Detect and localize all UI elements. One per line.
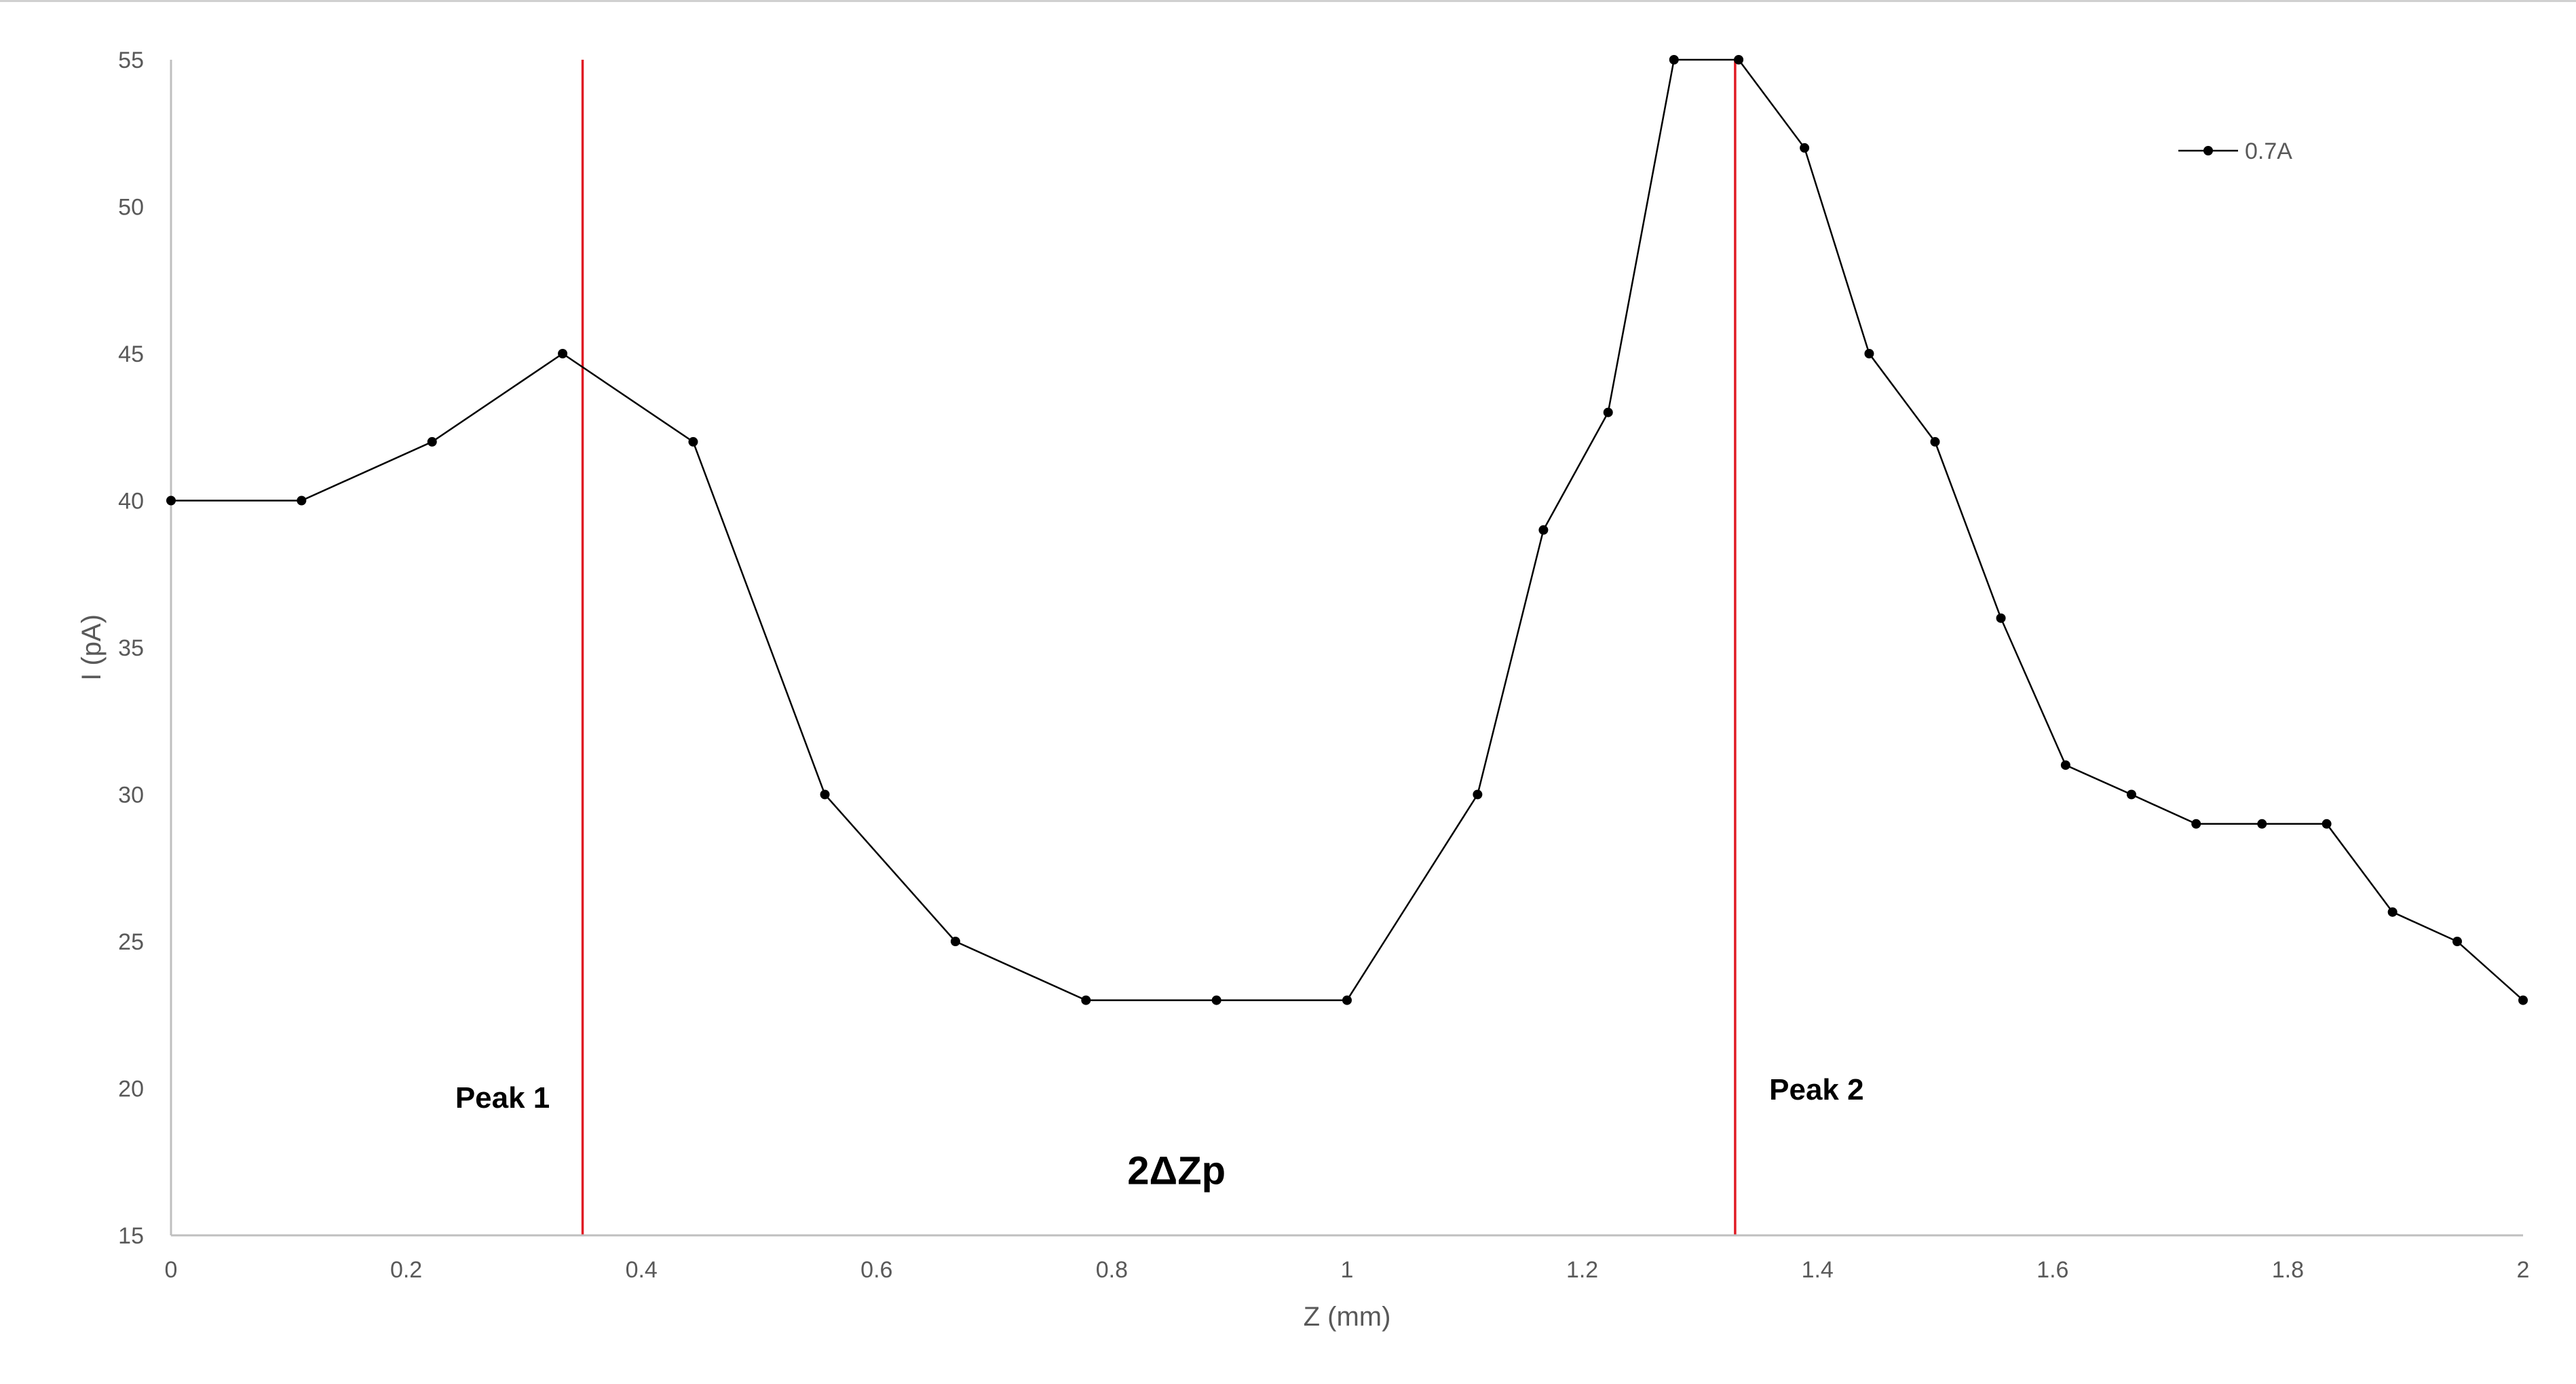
data-point: [1603, 407, 1613, 417]
y-tick-label: 20: [118, 1077, 144, 1102]
data-point: [1734, 55, 1744, 64]
x-tick-label: 2: [2517, 1257, 2530, 1283]
data-point: [2191, 819, 2201, 829]
annotation-label: 2ΔZp: [1127, 1149, 1226, 1193]
data-point: [1473, 789, 1483, 800]
data-point: [1996, 613, 2006, 623]
x-tick-label: 0.8: [1096, 1257, 1128, 1283]
reference-lines: [581, 60, 1737, 1235]
data-point: [1342, 995, 1352, 1005]
y-tick-label: 50: [118, 195, 144, 221]
y-tick-label: 55: [118, 48, 144, 73]
series-group: [166, 55, 2528, 1005]
legend: 0.7A: [2178, 138, 2292, 164]
data-point: [1930, 436, 1940, 447]
data-point: [1211, 995, 1221, 1005]
data-point: [427, 436, 437, 447]
x-tick-label: 0: [165, 1257, 178, 1283]
x-tick-label: 1.8: [2272, 1257, 2304, 1283]
data-point: [558, 349, 568, 358]
legend-label: 0.7A: [2245, 138, 2292, 164]
data-point: [2518, 995, 2528, 1005]
y-tick-label: 15: [118, 1223, 144, 1249]
data-point: [1800, 143, 1810, 153]
y-tick-label: 35: [118, 635, 144, 661]
data-point: [820, 789, 830, 800]
data-point: [2452, 937, 2462, 946]
data-point: [1081, 995, 1091, 1005]
legend-marker: [2203, 146, 2213, 155]
x-tick-label: 1.6: [2037, 1257, 2068, 1283]
labels: Peak 1 Peak 2 2ΔZp: [455, 1073, 1864, 1193]
axes: 0 0.2 0.4 0.6 0.8 1 1.2 1.4 1.6 1.8 2 15 20 25 30 35 40 4…: [77, 48, 2529, 1332]
data-point: [2322, 819, 2332, 829]
y-axis-title: I (pA): [77, 614, 107, 681]
y-tick-label: 45: [118, 341, 144, 367]
reference-line-label: Peak 1: [455, 1081, 550, 1115]
data-point: [2126, 789, 2136, 800]
y-tick-label: 30: [118, 783, 144, 808]
x-tick-label: 0.2: [390, 1257, 422, 1283]
data-point: [1669, 55, 1679, 64]
data-point: [2257, 819, 2267, 829]
y-tick-label: 40: [118, 489, 144, 515]
reference-line-label: Peak 2: [1769, 1073, 1863, 1106]
series-line: [171, 58, 2524, 1001]
x-tick-label: 1: [1341, 1257, 1354, 1283]
x-axis-title: Z (mm): [1304, 1302, 1391, 1332]
data-point: [1864, 349, 1874, 358]
data-point: [297, 495, 307, 506]
top-border: [0, 0, 2576, 2]
data-point: [1538, 525, 1549, 535]
x-tick-label: 1.2: [1566, 1257, 1598, 1283]
data-point: [688, 436, 698, 447]
data-point: [2387, 907, 2398, 917]
x-tick-label: 0.6: [860, 1257, 892, 1283]
data-point: [166, 495, 176, 506]
x-tick-label: 0.4: [626, 1257, 658, 1283]
data-point: [950, 937, 960, 946]
data-point: [2060, 760, 2070, 770]
y-tick-label: 25: [118, 929, 144, 955]
x-tick-label: 1.4: [1802, 1257, 1834, 1283]
